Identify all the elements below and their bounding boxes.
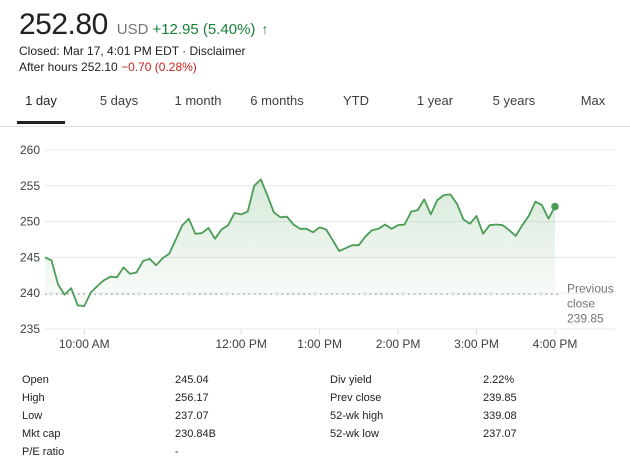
stats-table: Open 245.04 Div yield 2.22% High 256.17 Prev c… bbox=[22, 371, 622, 461]
stat-label: Prev close bbox=[330, 392, 382, 404]
chart-svg[interactable]: 260 255 250 245 240 235 10:00 AM 12:00 PM 1:00 P… bbox=[0, 126, 630, 356]
tab-1-month[interactable]: 1 month bbox=[174, 93, 222, 108]
y-tick-label: 260 bbox=[20, 143, 40, 157]
stat-label: P/E ratio bbox=[22, 446, 65, 458]
quote-header: 252.80 USD +12.95 (5.40%) ↑ Closed: Mar … bbox=[19, 8, 619, 74]
stat-label: 52-wk high bbox=[330, 410, 384, 422]
stat-label: 52-wk low bbox=[330, 428, 379, 440]
price-change: +12.95 (5.40%) bbox=[152, 21, 256, 38]
stat-label: High bbox=[22, 392, 45, 404]
tab-1-day[interactable]: 1 day bbox=[25, 93, 57, 108]
x-tick-label: 4:00 PM bbox=[533, 337, 578, 351]
previous-close-label: Previous bbox=[567, 281, 614, 295]
y-tick-label: 250 bbox=[20, 215, 40, 229]
tab-ytd[interactable]: YTD bbox=[343, 93, 369, 108]
x-tick-label: 1:00 PM bbox=[297, 337, 342, 351]
after-hours-info: After hours 252.10 −0.70 (0.28%) bbox=[19, 60, 619, 74]
price-area bbox=[45, 179, 555, 307]
active-tab-indicator bbox=[17, 121, 65, 124]
last-price-dot[interactable] bbox=[551, 202, 559, 211]
closed-info: Closed: Mar 17, 4:01 PM EDT · Disclaimer bbox=[19, 44, 246, 58]
after-hours-change: −0.70 (0.28%) bbox=[121, 60, 197, 74]
previous-close-label: close bbox=[567, 296, 595, 310]
tab-5-years[interactable]: 5 years bbox=[492, 93, 536, 108]
price-chart[interactable]: 260 255 250 245 240 235 10:00 AM 12:00 PM 1:00 P… bbox=[0, 126, 630, 356]
x-tick-label: 12:00 PM bbox=[215, 337, 266, 351]
stat-label: Div yield bbox=[330, 374, 372, 386]
stat-label: Low bbox=[22, 410, 43, 422]
stats-row: Low 237.07 52-wk high 339.08 bbox=[22, 407, 603, 425]
stat-value bbox=[483, 443, 603, 461]
stat-value: - bbox=[175, 446, 179, 458]
arrow-up-icon: ↑ bbox=[261, 21, 269, 37]
range-tabs: 1 day 5 days 1 month 6 months YTD 1 year… bbox=[0, 80, 630, 127]
after-hours-label: After hours 252.10 bbox=[19, 60, 118, 74]
stats-row: High 256.17 Prev close 239.85 bbox=[22, 389, 603, 407]
stat-value: 339.08 bbox=[483, 410, 517, 422]
tab-5-days[interactable]: 5 days bbox=[99, 93, 139, 108]
stat-value: 245.04 bbox=[175, 374, 209, 386]
x-tick-label: 3:00 PM bbox=[454, 337, 499, 351]
tab-6-months[interactable]: 6 months bbox=[250, 93, 304, 108]
stats-row: P/E ratio - bbox=[22, 443, 603, 461]
stat-value: 230.84B bbox=[175, 428, 216, 440]
stock-price: 252.80 bbox=[19, 8, 108, 41]
tab-max[interactable]: Max bbox=[580, 93, 606, 108]
stats-row: Mkt cap 230.84B 52-wk low 237.07 bbox=[22, 425, 603, 443]
price-line: 252.80 USD +12.95 (5.40%) ↑ bbox=[19, 8, 619, 42]
stat-label: Mkt cap bbox=[22, 428, 61, 440]
stat-value: 2.22% bbox=[483, 374, 515, 386]
stat-label: Open bbox=[22, 374, 49, 386]
x-tick-label: 2:00 PM bbox=[376, 337, 421, 351]
stat-value: 256.17 bbox=[175, 392, 209, 404]
stats-row: Open 245.04 Div yield 2.22% bbox=[22, 371, 603, 389]
x-tick-label: 10:00 AM bbox=[59, 337, 110, 351]
stat-value: 237.07 bbox=[175, 410, 209, 422]
y-tick-label: 235 bbox=[20, 322, 40, 336]
stat-value: 237.07 bbox=[483, 428, 517, 440]
y-tick-label: 240 bbox=[20, 286, 40, 300]
y-tick-label: 255 bbox=[20, 179, 40, 193]
currency-label: USD bbox=[116, 21, 149, 38]
previous-close-label: 239.85 bbox=[567, 311, 604, 325]
stat-label bbox=[330, 443, 483, 461]
stat-value: 239.85 bbox=[483, 392, 517, 404]
y-tick-label: 245 bbox=[20, 250, 40, 264]
tab-1-year[interactable]: 1 year bbox=[416, 93, 454, 108]
price-line-series[interactable] bbox=[44, 178, 556, 307]
